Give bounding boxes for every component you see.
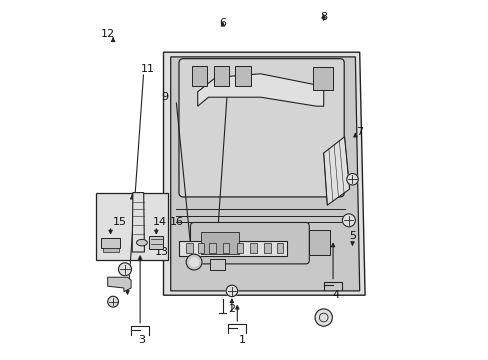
- Polygon shape: [163, 52, 365, 295]
- Circle shape: [314, 309, 332, 326]
- Bar: [309, 230, 329, 255]
- Text: 13: 13: [154, 247, 168, 257]
- Bar: [223, 243, 229, 253]
- Bar: [312, 67, 332, 90]
- Text: 15: 15: [113, 217, 127, 228]
- Circle shape: [189, 258, 198, 266]
- Bar: [149, 236, 163, 249]
- Text: 11: 11: [141, 64, 155, 74]
- Polygon shape: [170, 57, 359, 291]
- Text: 12: 12: [101, 29, 115, 39]
- Bar: [96, 193, 168, 260]
- Polygon shape: [179, 241, 286, 256]
- Text: 4: 4: [332, 290, 339, 300]
- FancyBboxPatch shape: [179, 59, 344, 197]
- Polygon shape: [132, 193, 144, 252]
- Bar: [101, 238, 120, 248]
- Text: 10: 10: [224, 84, 239, 94]
- Polygon shape: [107, 277, 131, 292]
- Circle shape: [107, 296, 118, 307]
- Bar: [236, 243, 243, 253]
- Circle shape: [186, 254, 202, 270]
- Text: 9: 9: [162, 92, 168, 102]
- Bar: [250, 243, 256, 253]
- Text: 5: 5: [124, 279, 131, 289]
- Text: 6: 6: [219, 18, 226, 28]
- Bar: [197, 243, 204, 253]
- Bar: [209, 243, 215, 253]
- Text: 2: 2: [228, 304, 235, 314]
- Text: 7: 7: [355, 127, 363, 138]
- Bar: [210, 259, 224, 270]
- Polygon shape: [197, 74, 323, 106]
- Polygon shape: [323, 137, 349, 205]
- Bar: [102, 248, 118, 252]
- Text: 5: 5: [348, 231, 355, 241]
- Bar: [264, 243, 270, 253]
- Circle shape: [346, 174, 358, 185]
- Circle shape: [225, 285, 237, 297]
- Ellipse shape: [136, 239, 147, 246]
- FancyBboxPatch shape: [190, 222, 309, 264]
- Bar: [186, 243, 192, 253]
- Text: 8: 8: [320, 12, 326, 22]
- Text: 1: 1: [239, 335, 245, 345]
- Bar: [235, 66, 250, 86]
- Text: 14: 14: [152, 217, 166, 228]
- Text: 16: 16: [169, 217, 183, 228]
- Bar: [201, 232, 239, 254]
- Text: 3: 3: [138, 335, 145, 345]
- Bar: [213, 66, 228, 86]
- Circle shape: [342, 214, 355, 227]
- Bar: [192, 66, 207, 86]
- Circle shape: [118, 263, 131, 276]
- Bar: [276, 243, 283, 253]
